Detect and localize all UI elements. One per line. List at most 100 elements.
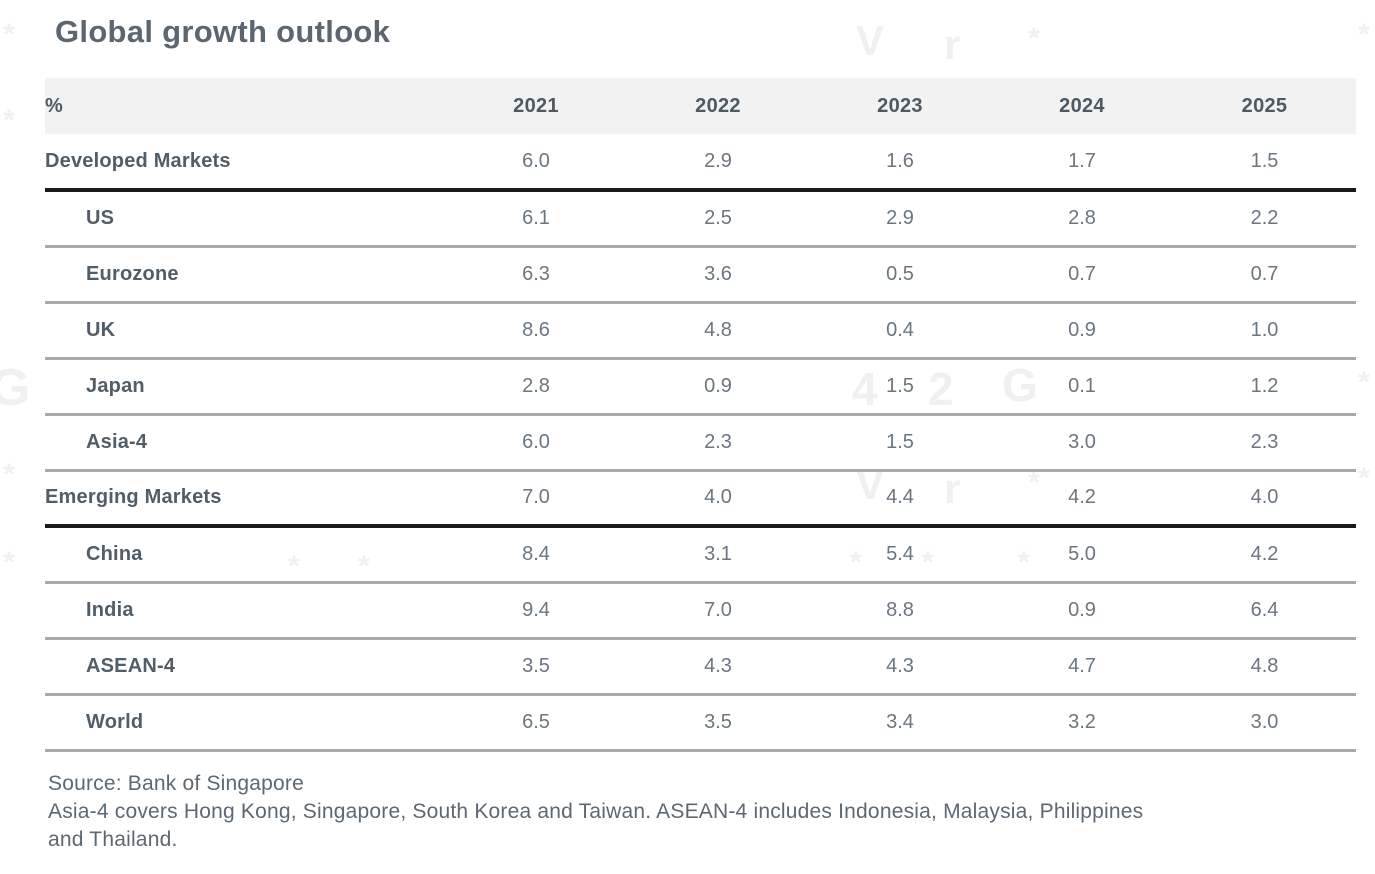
- note-line-2: and Thailand.: [48, 828, 178, 851]
- value-cell: 4.4: [809, 470, 991, 528]
- value-cell: 6.1: [445, 190, 627, 248]
- value-cell: 1.6: [809, 134, 991, 192]
- value-cell: 8.8: [809, 582, 991, 640]
- value-cell: 4.3: [809, 638, 991, 696]
- watermark-glyph: *: [3, 104, 15, 137]
- value-cell: 7.0: [445, 470, 627, 528]
- watermark-glyph: *: [3, 458, 15, 491]
- row-label: UK: [45, 302, 445, 360]
- value-cell: 3.5: [445, 638, 627, 696]
- footnote: Source: Bank of Singapore Asia-4 covers …: [48, 770, 1143, 854]
- value-cell: 0.9: [627, 358, 809, 416]
- row-label: ASEAN-4: [45, 638, 445, 696]
- value-cell: 4.3: [627, 638, 809, 696]
- table-row: US 6.1 2.5 2.9 2.8 2.2: [45, 190, 1356, 248]
- value-cell: 4.0: [627, 470, 809, 528]
- value-cell: 4.7: [991, 638, 1173, 696]
- table-row: Emerging Markets 7.0 4.0 4.4 4.2 4.0: [45, 470, 1356, 528]
- row-label: India: [45, 582, 445, 640]
- watermark-glyph: *: [3, 546, 15, 579]
- value-cell: 9.4: [445, 582, 627, 640]
- watermark-glyph: G: [0, 359, 31, 417]
- note-line-1: Asia-4 covers Hong Kong, Singapore, Sout…: [48, 800, 1144, 823]
- table-row: Developed Markets 6.0 2.9 1.6 1.7 1.5: [45, 134, 1356, 192]
- value-cell: 3.6: [627, 246, 809, 304]
- value-cell: 0.5: [809, 246, 991, 304]
- value-cell: 4.2: [1173, 526, 1356, 584]
- value-cell: 8.6: [445, 302, 627, 360]
- value-cell: 1.5: [809, 414, 991, 472]
- row-label: Emerging Markets: [45, 470, 445, 528]
- value-cell: 2.8: [991, 190, 1173, 248]
- table-header-row: % 2021 2022 2023 2024 2025: [45, 78, 1356, 134]
- year-header: 2024: [991, 78, 1173, 134]
- source-line: Source: Bank of Singapore: [48, 772, 304, 795]
- page-title: Global growth outlook: [55, 14, 391, 49]
- value-cell: 3.5: [627, 694, 809, 752]
- value-cell: 3.2: [991, 694, 1173, 752]
- value-cell: 1.7: [991, 134, 1173, 192]
- table-row: Asia-4 6.0 2.3 1.5 3.0 2.3: [45, 414, 1356, 472]
- value-cell: 6.0: [445, 414, 627, 472]
- value-cell: 1.0: [1173, 302, 1356, 360]
- value-cell: 2.5: [627, 190, 809, 248]
- value-cell: 8.4: [445, 526, 627, 584]
- value-cell: 3.4: [809, 694, 991, 752]
- value-cell: 2.9: [627, 134, 809, 192]
- value-cell: 4.0: [1173, 470, 1356, 528]
- unit-header: %: [45, 78, 445, 134]
- value-cell: 1.5: [1173, 134, 1356, 192]
- value-cell: 0.4: [809, 302, 991, 360]
- year-header: 2025: [1173, 78, 1356, 134]
- value-cell: 2.8: [445, 358, 627, 416]
- value-cell: 1.2: [1173, 358, 1356, 416]
- value-cell: 5.4: [809, 526, 991, 584]
- growth-outlook-table: % 2021 2022 2023 2024 2025 Developed Markets 6…: [45, 78, 1356, 752]
- table-row: UK 8.6 4.8 0.4 0.9 1.0: [45, 302, 1356, 360]
- value-cell: 6.3: [445, 246, 627, 304]
- value-cell: 2.3: [627, 414, 809, 472]
- watermark-glyph: *: [1358, 366, 1370, 399]
- watermark-glyph: *: [1358, 462, 1370, 495]
- value-cell: 0.7: [1173, 246, 1356, 304]
- value-cell: 0.1: [991, 358, 1173, 416]
- table-row: China 8.4 3.1 5.4 5.0 4.2: [45, 526, 1356, 584]
- value-cell: 4.8: [1173, 638, 1356, 696]
- value-cell: 0.9: [991, 582, 1173, 640]
- row-label: Asia-4: [45, 414, 445, 472]
- value-cell: 2.9: [809, 190, 991, 248]
- value-cell: 4.2: [991, 470, 1173, 528]
- value-cell: 0.9: [991, 302, 1173, 360]
- value-cell: 1.5: [809, 358, 991, 416]
- watermark-glyph: V: [856, 17, 885, 64]
- value-cell: 3.0: [1173, 694, 1356, 752]
- watermark-glyph: *: [1358, 18, 1370, 51]
- value-cell: 4.8: [627, 302, 809, 360]
- watermark-glyph: r: [944, 21, 961, 68]
- table-row: ASEAN-4 3.5 4.3 4.3 4.7 4.8: [45, 638, 1356, 696]
- value-cell: 6.4: [1173, 582, 1356, 640]
- year-header: 2022: [627, 78, 809, 134]
- table-row: Eurozone 6.3 3.6 0.5 0.7 0.7: [45, 246, 1356, 304]
- row-label: World: [45, 694, 445, 752]
- value-cell: 2.2: [1173, 190, 1356, 248]
- value-cell: 3.1: [627, 526, 809, 584]
- table-row: India 9.4 7.0 8.8 0.9 6.4: [45, 582, 1356, 640]
- watermark-glyph: *: [1028, 22, 1040, 55]
- value-cell: 6.5: [445, 694, 627, 752]
- value-cell: 3.0: [991, 414, 1173, 472]
- table-body: Developed Markets 6.0 2.9 1.6 1.7 1.5 US 6.1 2.5…: [45, 134, 1356, 752]
- row-label: Eurozone: [45, 246, 445, 304]
- year-header: 2023: [809, 78, 991, 134]
- year-header: 2021: [445, 78, 627, 134]
- row-label: Developed Markets: [45, 134, 445, 192]
- value-cell: 7.0: [627, 582, 809, 640]
- value-cell: 6.0: [445, 134, 627, 192]
- watermark-glyph: *: [3, 18, 15, 51]
- row-label: US: [45, 190, 445, 248]
- value-cell: 2.3: [1173, 414, 1356, 472]
- table-row: Japan 2.8 0.9 1.5 0.1 1.2: [45, 358, 1356, 416]
- row-label: Japan: [45, 358, 445, 416]
- value-cell: 5.0: [991, 526, 1173, 584]
